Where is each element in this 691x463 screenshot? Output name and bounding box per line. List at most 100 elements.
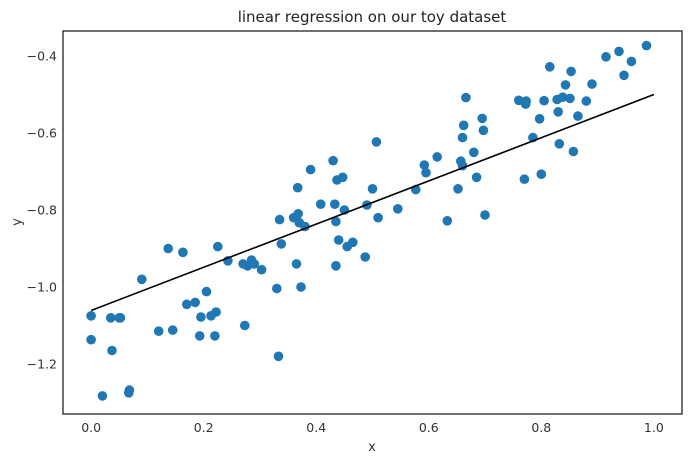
- x-tick-label: 0.0: [81, 420, 101, 435]
- data-point: [330, 199, 340, 209]
- data-point: [367, 184, 378, 194]
- y-tick-label: −0.6: [27, 126, 57, 141]
- data-point: [272, 283, 282, 294]
- data-point: [190, 297, 200, 308]
- data-point: [573, 111, 583, 121]
- data-point: [178, 247, 188, 258]
- y-tick-label: −1.2: [27, 356, 57, 371]
- data-point: [478, 125, 489, 136]
- data-point: [641, 40, 652, 51]
- data-point: [461, 92, 471, 103]
- data-point: [106, 313, 116, 323]
- chart-title: linear regression on our toy dataset: [238, 8, 507, 26]
- data-point: [333, 235, 344, 245]
- y-axis-label: y: [10, 218, 25, 226]
- axes-frame: [62, 30, 683, 415]
- data-point: [213, 241, 223, 252]
- data-point: [256, 264, 267, 275]
- data-point: [97, 391, 108, 401]
- data-point: [273, 351, 284, 362]
- data-point: [539, 95, 549, 106]
- data-point: [477, 113, 488, 124]
- plot-area: [62, 30, 683, 415]
- x-tick-labels: 0.0 0.2 0.4 0.6 0.8 1.0: [81, 420, 664, 435]
- x-tick-label: 0.6: [419, 420, 439, 435]
- data-point: [619, 70, 629, 81]
- data-point: [471, 172, 482, 183]
- data-point: [163, 243, 173, 254]
- data-point: [545, 62, 555, 72]
- data-point: [291, 259, 302, 269]
- data-point: [553, 107, 563, 117]
- data-point: [587, 79, 597, 89]
- data-point: [536, 169, 547, 179]
- data-point: [86, 311, 96, 321]
- data-point: [560, 80, 571, 90]
- data-point: [194, 331, 205, 341]
- data-point: [328, 155, 338, 166]
- data-point: [457, 132, 468, 143]
- data-point: [348, 237, 358, 248]
- x-tick-label: 0.4: [306, 420, 326, 435]
- data-point: [557, 92, 568, 102]
- data-point: [305, 164, 316, 175]
- x-axis-label: x: [368, 440, 376, 455]
- data-point: [442, 216, 453, 226]
- data-point: [240, 320, 250, 331]
- data-point: [601, 52, 611, 62]
- x-tick-label: 0.2: [194, 420, 214, 435]
- data-point: [581, 96, 592, 106]
- data-point: [469, 147, 479, 158]
- data-point: [554, 139, 565, 149]
- data-point: [182, 299, 192, 310]
- data-point: [107, 345, 117, 356]
- data-point: [480, 210, 490, 220]
- y-tick-label: −1.0: [27, 279, 57, 294]
- data-point: [153, 326, 164, 337]
- data-point: [371, 137, 382, 147]
- data-point: [393, 204, 403, 214]
- data-point: [315, 199, 326, 209]
- data-point: [337, 172, 348, 183]
- data-point: [521, 96, 531, 106]
- data-point: [211, 307, 221, 317]
- data-point: [534, 114, 545, 124]
- x-tick-label: 1.0: [644, 420, 664, 435]
- data-point: [296, 282, 306, 292]
- data-point: [419, 160, 430, 170]
- data-point: [568, 146, 579, 157]
- x-tick-label: 0.8: [531, 420, 551, 435]
- data-point: [201, 286, 212, 297]
- data-point: [124, 385, 135, 395]
- data-point: [293, 209, 304, 219]
- data-point: [331, 261, 341, 271]
- y-tick-label: −0.4: [27, 49, 57, 64]
- y-tick-labels: −1.2 −1.0 −0.8 −0.6 −0.4: [27, 49, 57, 372]
- data-point: [519, 174, 530, 184]
- data-point: [274, 214, 285, 225]
- data-point: [167, 325, 178, 335]
- data-point: [196, 312, 206, 322]
- data-point: [276, 239, 287, 249]
- data-point: [614, 46, 624, 57]
- data-point: [565, 93, 575, 104]
- data-point: [137, 274, 147, 285]
- data-point: [373, 212, 383, 223]
- data-point: [331, 216, 341, 227]
- data-point: [249, 259, 260, 269]
- data-point: [86, 334, 96, 345]
- data-point: [432, 152, 443, 162]
- data-point: [421, 167, 431, 178]
- data-point: [458, 120, 469, 131]
- data-point: [453, 184, 463, 194]
- data-point: [210, 331, 220, 341]
- data-point: [626, 56, 637, 67]
- data-point: [115, 313, 126, 323]
- regression-line: [90, 93, 655, 312]
- data-point: [566, 66, 576, 77]
- y-tick-label: −0.8: [27, 202, 57, 217]
- data-point: [360, 252, 371, 262]
- data-point: [292, 182, 303, 193]
